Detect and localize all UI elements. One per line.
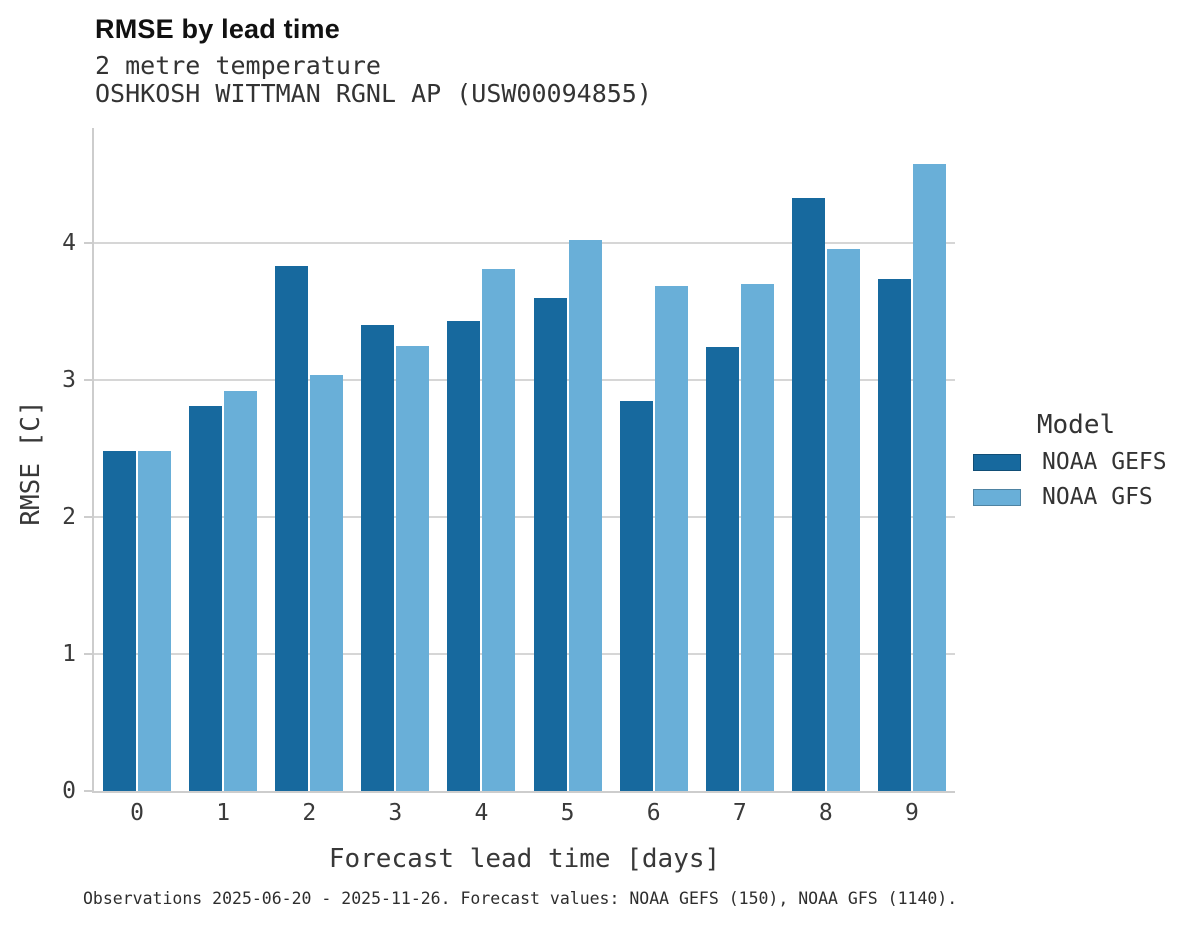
x-axis-title: Forecast lead time [days] xyxy=(328,844,721,874)
legend-label-gfs: NOAA GFS xyxy=(1042,484,1153,510)
legend-title: Model xyxy=(1036,410,1116,440)
legend-label-gefs: NOAA GEFS xyxy=(1042,449,1167,475)
bar-gfs-day-0 xyxy=(138,451,172,791)
bar-gfs-day-6 xyxy=(654,285,688,791)
x-tick-label-6: 6 xyxy=(646,800,661,826)
chart-subtitle-variable: 2 metre temperature xyxy=(95,51,381,80)
legend-swatch-gfs xyxy=(973,488,1021,506)
y-axis-title: RMSE [C] xyxy=(16,400,46,526)
y-tick-mark-2 xyxy=(84,516,92,519)
y-tick-mark-0 xyxy=(84,790,92,792)
gridline-y1 xyxy=(94,653,955,656)
legend-swatch-gefs xyxy=(973,453,1021,471)
bar-gefs-day-0 xyxy=(103,451,137,791)
y-tick-label-0: 0 xyxy=(62,778,76,804)
x-tick-label-4: 4 xyxy=(474,800,489,826)
y-tick-mark-1 xyxy=(84,653,92,656)
bar-gefs-day-2 xyxy=(275,266,309,791)
plot-panel xyxy=(84,128,955,793)
y-tick-label-3: 3 xyxy=(62,367,76,394)
x-tick-label-0: 0 xyxy=(130,800,144,826)
bar-gfs-day-2 xyxy=(310,374,344,791)
y-tick-mark-4 xyxy=(84,242,92,245)
bar-gefs-day-1 xyxy=(189,406,223,791)
bar-gfs-day-9 xyxy=(912,163,946,791)
x-tick-label-8: 8 xyxy=(818,800,833,826)
gridline-y3 xyxy=(94,379,955,382)
bar-gfs-day-7 xyxy=(740,284,774,791)
gridline-y4 xyxy=(94,242,955,245)
bar-gefs-day-5 xyxy=(533,297,567,791)
bar-gfs-day-3 xyxy=(396,345,430,791)
x-axis-spine xyxy=(92,791,955,793)
legend: Model NOAA GEFS NOAA GFS xyxy=(973,410,1179,510)
y-axis-spine xyxy=(92,128,94,793)
bar-gefs-day-3 xyxy=(361,325,395,791)
legend-item-gfs: NOAA GFS xyxy=(973,484,1179,510)
bar-gefs-day-6 xyxy=(619,400,653,791)
gridline-y2 xyxy=(94,516,955,519)
x-tick-label-7: 7 xyxy=(732,800,747,826)
x-tick-label-1: 1 xyxy=(216,800,231,826)
y-tick-label-4: 4 xyxy=(62,230,76,257)
bar-gefs-day-7 xyxy=(705,347,739,791)
chart-subtitle-station: OSHKOSH WITTMAN RGNL AP (USW00094855) xyxy=(95,79,652,108)
y-tick-label-2: 2 xyxy=(62,504,76,531)
bar-gfs-day-4 xyxy=(482,269,516,791)
bar-gefs-day-9 xyxy=(877,278,911,791)
bar-gfs-day-1 xyxy=(224,391,258,791)
y-tick-mark-3 xyxy=(84,379,92,382)
caption: Observations 2025-06-20 - 2025-11-26. Fo… xyxy=(83,889,958,908)
legend-item-gefs: NOAA GEFS xyxy=(973,449,1179,475)
x-tick-label-3: 3 xyxy=(388,800,403,826)
x-tick-label-2: 2 xyxy=(302,800,317,826)
chart-title: RMSE by lead time xyxy=(95,14,340,44)
bar-gfs-day-8 xyxy=(826,248,860,791)
bar-gefs-day-4 xyxy=(447,321,481,791)
x-tick-label-9: 9 xyxy=(905,800,919,826)
y-tick-label-1: 1 xyxy=(62,641,76,668)
x-tick-label-5: 5 xyxy=(560,800,575,826)
bar-gefs-day-8 xyxy=(791,197,825,791)
bar-gfs-day-5 xyxy=(568,240,602,791)
